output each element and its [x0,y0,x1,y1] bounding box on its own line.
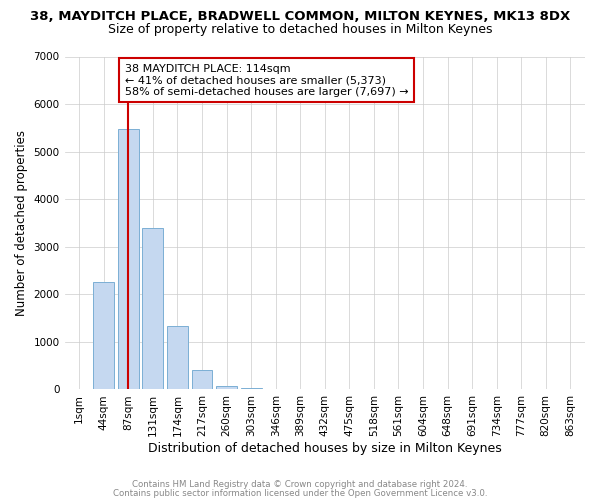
Bar [191,370,212,390]
Bar [142,228,163,390]
Bar [167,326,188,390]
Text: Contains HM Land Registry data © Crown copyright and database right 2024.: Contains HM Land Registry data © Crown c… [132,480,468,489]
Text: Size of property relative to detached houses in Milton Keynes: Size of property relative to detached ho… [108,22,492,36]
Text: 38, MAYDITCH PLACE, BRADWELL COMMON, MILTON KEYNES, MK13 8DX: 38, MAYDITCH PLACE, BRADWELL COMMON, MIL… [30,10,570,23]
Text: 38 MAYDITCH PLACE: 114sqm
← 41% of detached houses are smaller (5,373)
58% of se: 38 MAYDITCH PLACE: 114sqm ← 41% of detac… [125,64,409,97]
X-axis label: Distribution of detached houses by size in Milton Keynes: Distribution of detached houses by size … [148,442,502,455]
Text: Contains public sector information licensed under the Open Government Licence v3: Contains public sector information licen… [113,488,487,498]
Bar [94,282,114,390]
Bar [241,388,262,390]
Bar [118,129,139,390]
Bar [216,386,237,390]
Y-axis label: Number of detached properties: Number of detached properties [15,130,28,316]
